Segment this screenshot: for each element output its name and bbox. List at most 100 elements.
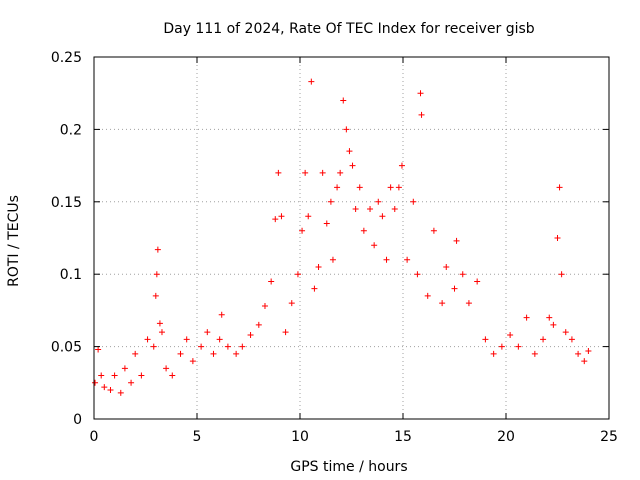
- data-point: [233, 350, 240, 357]
- data-point: [156, 320, 163, 327]
- data-point: [346, 148, 353, 155]
- data-point: [261, 303, 268, 310]
- data-point: [360, 227, 367, 234]
- y-tick-label: 0: [73, 412, 82, 428]
- x-tick-label: 20: [497, 429, 515, 445]
- data-point: [490, 350, 497, 357]
- y-tick-label: 0.25: [51, 50, 82, 66]
- data-point: [459, 271, 466, 278]
- data-point: [417, 90, 424, 97]
- data-point: [581, 358, 588, 365]
- data-point: [224, 343, 231, 350]
- data-point: [177, 350, 184, 357]
- data-point: [546, 314, 553, 321]
- data-point: [288, 300, 295, 307]
- data-point: [556, 184, 563, 191]
- data-points: [92, 78, 592, 396]
- data-point: [294, 271, 301, 278]
- grid-lines: [94, 57, 609, 419]
- data-point: [153, 271, 160, 278]
- data-point: [334, 184, 341, 191]
- data-point: [216, 336, 223, 343]
- data-point: [391, 206, 398, 213]
- data-point: [383, 256, 390, 263]
- data-point: [562, 329, 569, 336]
- data-point: [343, 126, 350, 133]
- data-point: [150, 343, 157, 350]
- data-point: [101, 384, 108, 391]
- data-point: [329, 256, 336, 263]
- data-point: [323, 220, 330, 227]
- data-point: [451, 285, 458, 292]
- data-point: [311, 285, 318, 292]
- data-point: [319, 169, 326, 176]
- data-point: [302, 169, 309, 176]
- axis-ticks: 0 5 10 15 20 25 0 0.05 0.1 0.15 0.2 0.25: [51, 50, 618, 445]
- x-tick-label: 10: [291, 429, 309, 445]
- data-point: [395, 184, 402, 191]
- data-point: [418, 111, 425, 118]
- data-point: [138, 372, 145, 379]
- data-point: [107, 387, 114, 394]
- y-tick-label: 0.15: [51, 195, 82, 211]
- data-point: [568, 336, 575, 343]
- x-tick-label: 15: [394, 429, 412, 445]
- x-tick-label: 0: [90, 429, 99, 445]
- data-point: [132, 350, 139, 357]
- data-point: [327, 198, 334, 205]
- data-point: [163, 365, 170, 372]
- data-point: [128, 379, 135, 386]
- data-point: [218, 311, 225, 318]
- data-point: [183, 336, 190, 343]
- data-point: [340, 97, 347, 104]
- data-point: [98, 372, 105, 379]
- data-point: [154, 246, 161, 253]
- data-point: [282, 329, 289, 336]
- plot-frame: [93, 56, 610, 420]
- data-point: [531, 350, 538, 357]
- data-point: [398, 162, 405, 169]
- data-point: [523, 314, 530, 321]
- data-point: [550, 321, 557, 328]
- y-tick-label: 0.2: [60, 122, 82, 138]
- x-axis-label: GPS time / hours: [290, 459, 407, 475]
- data-point: [95, 346, 102, 353]
- data-point: [410, 198, 417, 205]
- data-point: [453, 237, 460, 244]
- data-point: [272, 216, 279, 223]
- data-point: [169, 372, 176, 379]
- y-axis-label: ROTI / TECUs: [6, 195, 22, 287]
- data-point: [507, 332, 514, 339]
- data-point: [379, 213, 386, 220]
- data-point: [210, 350, 217, 357]
- data-point: [278, 213, 285, 220]
- data-point: [482, 336, 489, 343]
- data-point: [189, 358, 196, 365]
- data-point: [349, 162, 356, 169]
- data-point: [498, 343, 505, 350]
- data-point: [404, 256, 411, 263]
- data-point: [308, 78, 315, 85]
- data-point: [305, 213, 312, 220]
- data-point: [111, 372, 118, 379]
- data-point: [558, 271, 565, 278]
- data-point: [367, 206, 374, 213]
- data-point: [152, 292, 159, 299]
- data-point: [515, 343, 522, 350]
- y-tick-label: 0.05: [51, 340, 82, 356]
- data-point: [585, 347, 592, 354]
- data-point: [144, 336, 151, 343]
- data-point: [414, 271, 421, 278]
- data-point: [474, 278, 481, 285]
- data-point: [247, 332, 254, 339]
- data-point: [275, 169, 282, 176]
- data-point: [424, 292, 431, 299]
- data-point: [299, 227, 306, 234]
- y-tick-label: 0.1: [60, 267, 82, 283]
- data-point: [255, 321, 262, 328]
- x-tick-label: 25: [600, 429, 618, 445]
- data-point: [352, 206, 359, 213]
- data-point: [371, 242, 378, 249]
- data-point: [158, 329, 165, 336]
